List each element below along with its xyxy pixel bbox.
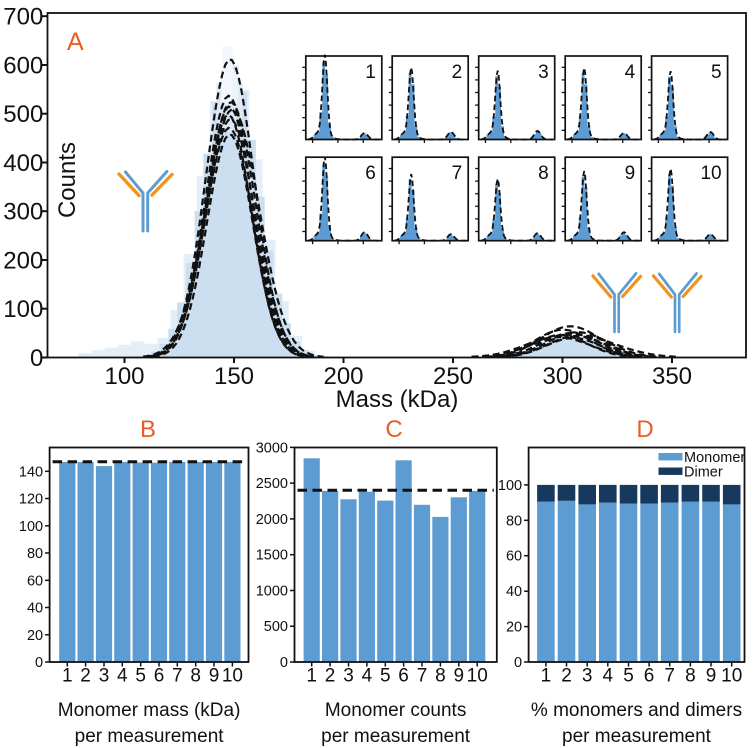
svg-text:2500: 2500	[256, 476, 288, 492]
svg-text:3: 3	[99, 666, 110, 687]
svg-text:per measurement: per measurement	[562, 726, 712, 747]
svg-text:Mass (kDa): Mass (kDa)	[336, 386, 459, 413]
svg-text:200: 200	[323, 363, 363, 390]
svg-text:Monomer mass (kDa): Monomer mass (kDa)	[58, 700, 241, 721]
svg-text:C: C	[385, 416, 402, 443]
svg-text:60: 60	[506, 549, 522, 565]
svg-text:D: D	[636, 416, 653, 443]
svg-text:1: 1	[541, 666, 552, 687]
svg-text:8: 8	[435, 666, 446, 687]
svg-text:100: 100	[19, 519, 43, 535]
svg-text:2: 2	[452, 62, 463, 83]
svg-text:20: 20	[27, 628, 43, 644]
svg-text:80: 80	[506, 513, 522, 529]
svg-text:1500: 1500	[256, 548, 288, 564]
svg-text:200: 200	[3, 248, 43, 275]
svg-text:300: 300	[3, 199, 43, 226]
svg-text:per measurement: per measurement	[321, 726, 471, 747]
svg-text:500: 500	[264, 619, 288, 635]
svg-text:140: 140	[19, 464, 43, 480]
svg-text:40: 40	[27, 601, 43, 617]
svg-text:B: B	[140, 416, 156, 443]
svg-text:9: 9	[706, 666, 717, 687]
svg-text:4: 4	[603, 666, 614, 687]
svg-text:2: 2	[561, 666, 572, 687]
svg-text:10: 10	[467, 666, 488, 687]
svg-text:3000: 3000	[256, 440, 288, 456]
svg-text:A: A	[67, 28, 84, 56]
svg-text:3: 3	[538, 62, 549, 83]
svg-text:9: 9	[625, 163, 636, 184]
svg-text:9: 9	[454, 666, 465, 687]
svg-text:60: 60	[27, 573, 43, 589]
svg-text:8: 8	[190, 666, 201, 687]
svg-text:4: 4	[625, 62, 636, 83]
svg-text:10: 10	[222, 666, 243, 687]
svg-text:600: 600	[3, 53, 43, 80]
svg-text:5: 5	[135, 666, 146, 687]
svg-text:1: 1	[365, 62, 376, 83]
svg-text:250: 250	[433, 363, 473, 390]
svg-text:500: 500	[3, 101, 43, 128]
svg-text:1000: 1000	[256, 584, 288, 600]
svg-text:5: 5	[623, 666, 634, 687]
svg-text:20: 20	[506, 620, 522, 636]
svg-text:9: 9	[209, 666, 220, 687]
svg-text:6: 6	[644, 666, 655, 687]
svg-text:6: 6	[154, 666, 165, 687]
svg-text:700: 700	[3, 4, 43, 31]
svg-text:per measurement: per measurement	[75, 726, 225, 747]
svg-text:1: 1	[306, 666, 317, 687]
svg-text:100: 100	[104, 363, 144, 390]
svg-text:100: 100	[498, 478, 522, 494]
svg-text:10: 10	[700, 163, 721, 184]
svg-text:3: 3	[582, 666, 593, 687]
svg-text:6: 6	[398, 666, 409, 687]
svg-text:0: 0	[30, 345, 43, 372]
svg-text:3: 3	[343, 666, 354, 687]
svg-text:7: 7	[417, 666, 428, 687]
svg-text:400: 400	[3, 150, 43, 177]
svg-text:4: 4	[117, 666, 128, 687]
svg-text:Dimer: Dimer	[684, 464, 723, 480]
svg-text:5: 5	[711, 62, 722, 83]
svg-text:6: 6	[365, 163, 376, 184]
svg-text:8: 8	[685, 666, 696, 687]
svg-text:Monomer counts: Monomer counts	[325, 700, 467, 721]
svg-text:% monomers and dimers: % monomers and dimers	[531, 700, 742, 721]
svg-text:80: 80	[27, 546, 43, 562]
svg-text:10: 10	[721, 666, 742, 687]
svg-text:7: 7	[452, 163, 463, 184]
svg-text:40: 40	[506, 584, 522, 600]
svg-text:150: 150	[214, 363, 254, 390]
svg-text:7: 7	[172, 666, 183, 687]
svg-text:4: 4	[362, 666, 373, 687]
svg-text:0: 0	[280, 655, 288, 671]
svg-text:2: 2	[80, 666, 91, 687]
svg-text:120: 120	[19, 492, 43, 508]
svg-text:7: 7	[664, 666, 675, 687]
svg-text:0: 0	[514, 655, 522, 671]
svg-text:Monomer: Monomer	[684, 450, 745, 466]
svg-text:300: 300	[542, 363, 582, 390]
svg-text:0: 0	[35, 655, 43, 671]
svg-text:100: 100	[3, 296, 43, 323]
svg-text:2000: 2000	[256, 512, 288, 528]
svg-text:8: 8	[538, 163, 549, 184]
svg-text:350: 350	[652, 363, 692, 390]
svg-text:5: 5	[380, 666, 391, 687]
svg-text:2: 2	[325, 666, 336, 687]
svg-text:1: 1	[62, 666, 73, 687]
svg-text:Counts: Counts	[54, 142, 81, 218]
